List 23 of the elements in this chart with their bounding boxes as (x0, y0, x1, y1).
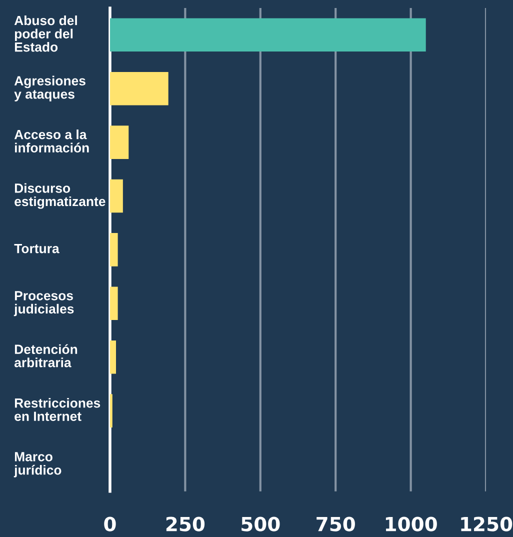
y-tick-label: Tortura (14, 244, 60, 254)
y-tick-label: Detención arbitraria (14, 344, 78, 368)
y-tick-label: Discurso estigmatizante (14, 183, 106, 209)
y-tick-label: Marco jurídico (14, 452, 62, 478)
x-tick-label: 750 (316, 516, 355, 532)
bar (110, 72, 168, 106)
x-tick-label: 500 (242, 516, 280, 532)
bar (110, 394, 112, 428)
y-tick-label: Abuso del poder del Estado (14, 16, 77, 52)
bar (110, 126, 129, 159)
bar (110, 340, 116, 374)
y-tick-label: Procesos judiciales (14, 291, 74, 316)
x-tick-label: 1000 (386, 516, 437, 532)
x-tick-label: 1250 (461, 516, 512, 532)
bar (110, 179, 123, 213)
x-tick-label: 250 (166, 516, 205, 532)
bar (110, 18, 426, 52)
bar (110, 286, 118, 320)
y-tick-label: Restricciones en Internet (14, 398, 100, 421)
y-tick-label: Agresiones y ataques (14, 76, 86, 102)
x-tick-label: 0 (104, 516, 116, 532)
y-tick-label: Acceso a la información (14, 130, 89, 152)
bar (110, 233, 118, 266)
